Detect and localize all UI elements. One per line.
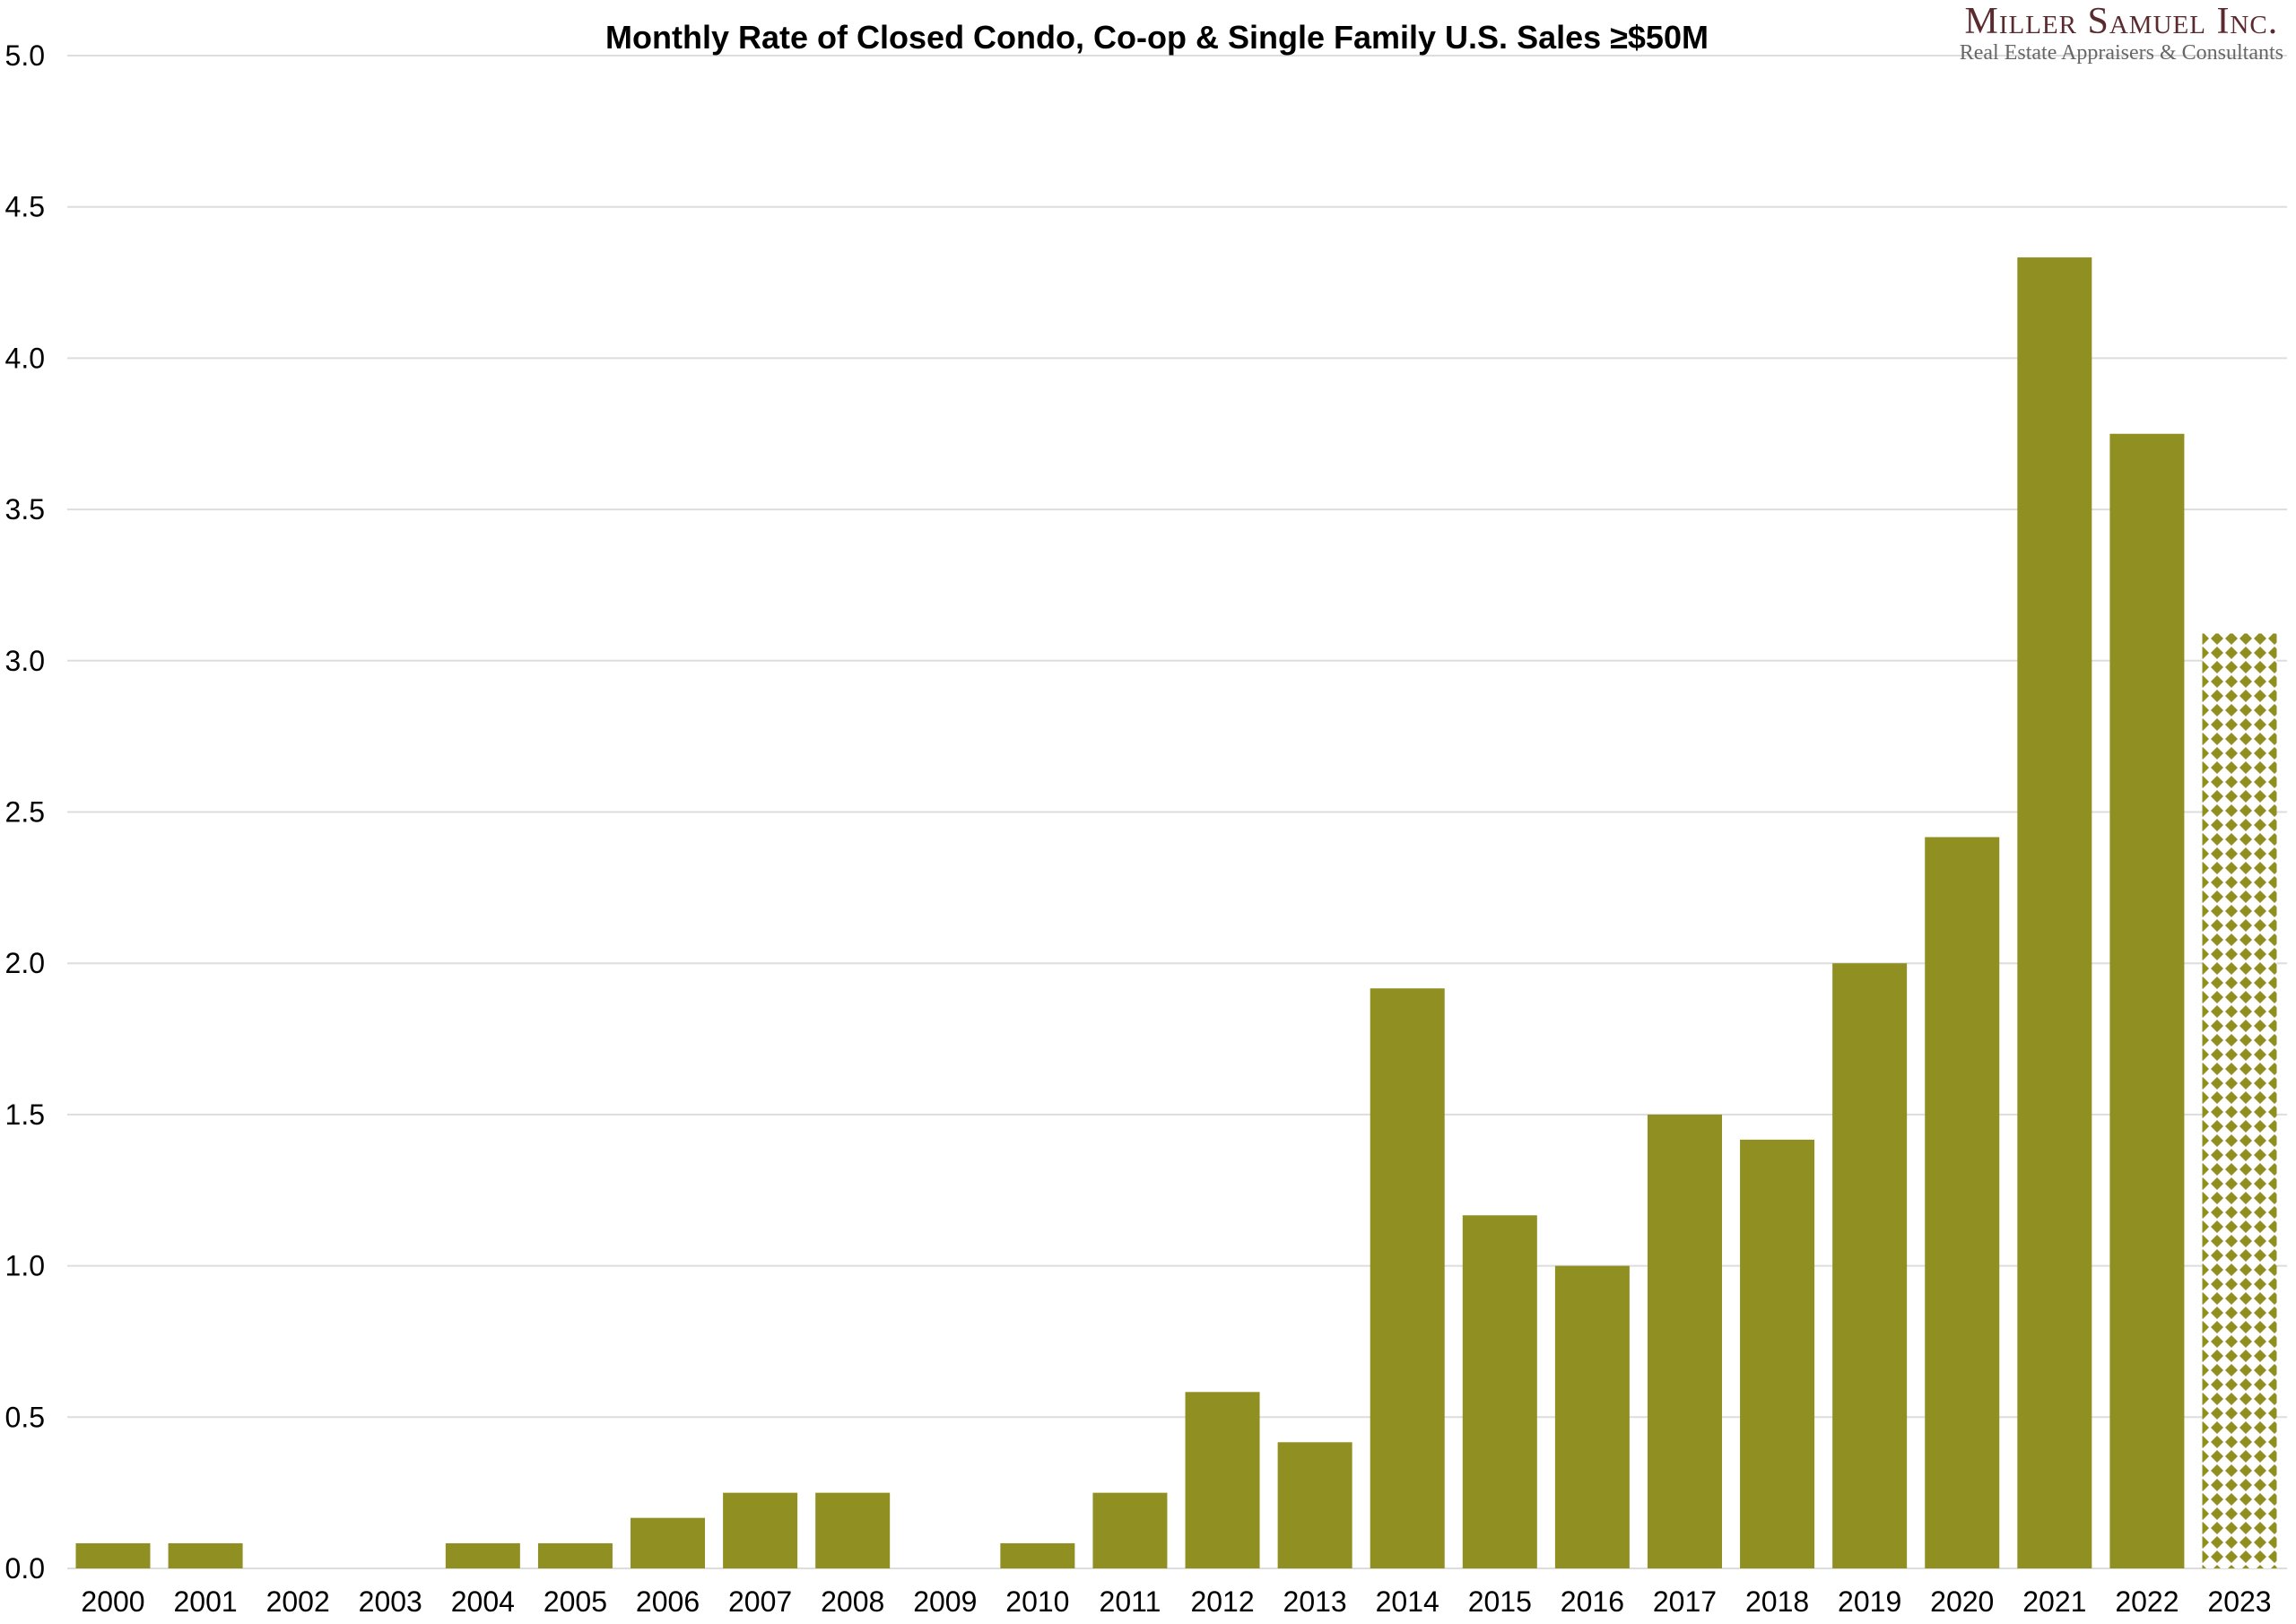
x-tick-label: 2009: [913, 1585, 977, 1618]
bar-2007: [723, 1492, 798, 1568]
x-tick-label: 2003: [359, 1585, 422, 1618]
x-tick-label: 2014: [1376, 1585, 1439, 1618]
logo-tagline: Real Estate Appraisers & Consultants: [1959, 41, 2283, 65]
bar-2000: [75, 1542, 151, 1568]
x-tick-label: 2002: [266, 1585, 330, 1618]
bar-2004: [445, 1542, 520, 1568]
bar-2023: [2202, 633, 2277, 1568]
x-tick-label: 2013: [1283, 1585, 1347, 1618]
bar-2001: [168, 1542, 243, 1568]
bar-2018: [1740, 1139, 1815, 1568]
y-tick-label: 1.0: [5, 1250, 45, 1282]
bar-2013: [1277, 1442, 1352, 1568]
y-tick-label: 0.5: [5, 1401, 45, 1433]
x-tick-label: 2017: [1653, 1585, 1717, 1618]
x-tick-label: 2018: [1745, 1585, 1809, 1618]
y-tick-label: 4.5: [5, 191, 45, 223]
x-tick-label: 2016: [1561, 1585, 1624, 1618]
y-tick-label: 0.0: [5, 1552, 45, 1585]
x-tick-label: 2019: [1838, 1585, 1901, 1618]
y-tick-label: 5.0: [5, 39, 45, 72]
y-tick-label: 2.0: [5, 947, 45, 979]
x-tick-label: 2011: [1100, 1585, 1161, 1618]
x-tick-label: 2020: [1930, 1585, 1994, 1618]
bar-2022: [2109, 433, 2185, 1568]
x-tick-label: 2008: [821, 1585, 884, 1618]
chart-title: Monthly Rate of Closed Condo, Co-op & Si…: [605, 19, 1709, 56]
bar-2019: [1832, 963, 1908, 1568]
bar-2015: [1462, 1215, 1537, 1568]
y-tick-label: 3.5: [5, 493, 45, 525]
bar-2012: [1185, 1392, 1260, 1568]
bar-2010: [1000, 1542, 1075, 1568]
y-tick-label: 1.5: [5, 1099, 45, 1131]
bar-2020: [1925, 837, 2000, 1568]
x-tick-label: 2022: [2115, 1585, 2179, 1618]
bar-2014: [1370, 988, 1445, 1568]
x-tick-label: 2012: [1190, 1585, 1254, 1618]
x-tick-label: 2021: [2022, 1585, 2086, 1618]
x-tick-label: 2015: [1468, 1585, 1532, 1618]
x-tick-label: 2010: [1005, 1585, 1069, 1618]
x-tick-label: 2006: [636, 1585, 700, 1618]
logo: Miller Samuel Inc. Real Estate Appraiser…: [1960, 2, 2283, 65]
bar-2021: [2017, 257, 2092, 1569]
x-tick-label: 2007: [728, 1585, 792, 1618]
bar-2008: [815, 1492, 891, 1568]
x-tick-label: 2023: [2207, 1585, 2271, 1618]
bar-2017: [1647, 1114, 1722, 1568]
bar-2006: [631, 1517, 706, 1568]
logo-name: Miller Samuel Inc.: [1964, 1, 2279, 42]
x-tick-label: 2004: [451, 1585, 515, 1618]
bar-2005: [537, 1542, 613, 1568]
x-tick-label: 2005: [544, 1585, 607, 1618]
y-tick-label: 4.0: [5, 342, 45, 374]
y-tick-label: 2.5: [5, 796, 45, 829]
bar-2016: [1554, 1265, 1630, 1568]
x-tick-label: 2001: [173, 1585, 237, 1618]
y-tick-label: 3.0: [5, 645, 45, 677]
x-tick-label: 2000: [81, 1585, 144, 1618]
bar-2011: [1092, 1492, 1168, 1568]
